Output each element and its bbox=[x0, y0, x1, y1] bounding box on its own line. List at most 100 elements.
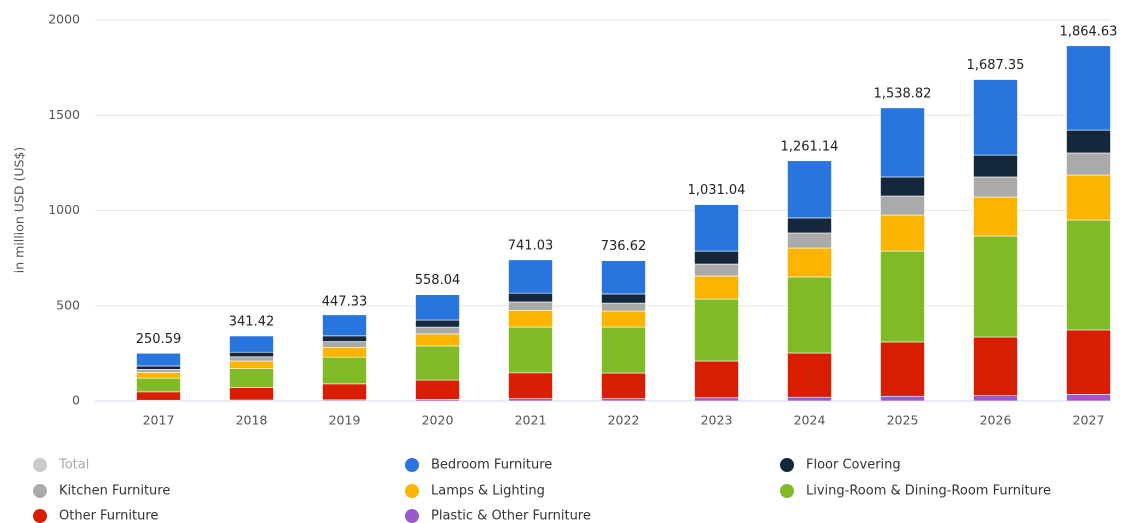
bar-segment bbox=[694, 263, 739, 277]
y-tick-label: 2000 bbox=[48, 12, 80, 27]
bar-segment bbox=[415, 379, 460, 400]
bar-segment bbox=[136, 369, 181, 373]
bar-segment bbox=[601, 372, 646, 400]
bar-segment bbox=[136, 391, 181, 401]
bar-segment bbox=[229, 351, 274, 358]
legend-marker bbox=[780, 484, 794, 498]
bar-segment bbox=[601, 293, 646, 304]
x-tick-label: 2027 bbox=[1073, 413, 1105, 428]
bar-segment bbox=[694, 250, 739, 265]
legend-label: Living-Room & Dining-Room Furniture bbox=[806, 484, 1051, 499]
total-label: 1,261.14 bbox=[781, 139, 839, 154]
total-label: 736.62 bbox=[601, 239, 647, 254]
bar-segment bbox=[880, 195, 925, 216]
bar-segment bbox=[229, 335, 274, 353]
bar-segment bbox=[322, 335, 367, 342]
bar-segment bbox=[601, 398, 646, 402]
x-tick-label: 2021 bbox=[515, 413, 547, 428]
bar-segment bbox=[694, 275, 739, 300]
x-tick-label: 2024 bbox=[794, 413, 826, 428]
bar-segment bbox=[787, 276, 832, 354]
bar-segment bbox=[880, 250, 925, 343]
bar-segment bbox=[415, 294, 460, 321]
legend-label: Lamps & Lighting bbox=[431, 484, 545, 499]
x-tick-label: 2025 bbox=[887, 413, 919, 428]
legend-marker bbox=[405, 484, 419, 498]
bar-segment bbox=[973, 154, 1018, 178]
bar-segment bbox=[973, 196, 1018, 237]
legend-marker bbox=[33, 484, 47, 498]
legend-label: Other Furniture bbox=[59, 509, 158, 523]
bar-segment bbox=[1066, 394, 1111, 402]
legend-label: Total bbox=[58, 458, 89, 473]
bar-segment bbox=[508, 372, 553, 400]
bar-segment bbox=[136, 352, 181, 367]
y-tick-label: 0 bbox=[72, 393, 80, 408]
total-label: 447.33 bbox=[322, 294, 368, 309]
total-label: 250.59 bbox=[136, 332, 182, 347]
y-tick-label: 1500 bbox=[48, 107, 80, 122]
y-tick-label: 1000 bbox=[48, 202, 80, 217]
bar-segment bbox=[229, 368, 274, 388]
total-label: 341.42 bbox=[229, 314, 275, 329]
bar-segment bbox=[787, 352, 832, 398]
bar-segment bbox=[787, 217, 832, 234]
bar-segment bbox=[1066, 129, 1111, 154]
x-tick-label: 2017 bbox=[143, 413, 175, 428]
legend-marker bbox=[780, 458, 794, 472]
bar-segment bbox=[1066, 152, 1111, 176]
bar-segment bbox=[229, 387, 274, 401]
total-label: 1,864.63 bbox=[1060, 24, 1118, 39]
x-tick-label: 2019 bbox=[329, 413, 361, 428]
bar-segment bbox=[601, 302, 646, 312]
bar-segment bbox=[787, 396, 832, 402]
bar-segment bbox=[415, 345, 460, 381]
bar-segment bbox=[229, 360, 274, 369]
total-label: 558.04 bbox=[415, 273, 461, 288]
bar-segment bbox=[694, 360, 739, 399]
bar-segment bbox=[880, 107, 925, 178]
legend-marker bbox=[33, 509, 47, 523]
bar-segment bbox=[973, 235, 1018, 338]
bar-segment bbox=[322, 346, 367, 358]
bar-segment bbox=[694, 204, 739, 252]
bar-segment bbox=[508, 259, 553, 294]
bar-segment bbox=[322, 314, 367, 337]
bar-segment bbox=[136, 365, 181, 370]
x-tick-label: 2020 bbox=[422, 413, 454, 428]
bar-segment bbox=[415, 333, 460, 347]
legend-marker bbox=[33, 458, 47, 472]
legend-label: Plastic & Other Furniture bbox=[431, 509, 591, 523]
bar-segment bbox=[136, 372, 181, 379]
bar-segment bbox=[973, 176, 1018, 198]
bar-segment bbox=[601, 260, 646, 295]
total-label: 1,538.82 bbox=[874, 86, 932, 101]
bar-segment bbox=[973, 79, 1018, 156]
bar-segment bbox=[415, 326, 460, 335]
bar-segment bbox=[1066, 219, 1111, 331]
y-axis-label: in million USD (US$) bbox=[12, 147, 27, 273]
bar-segment bbox=[508, 292, 553, 303]
bar-segment bbox=[694, 397, 739, 402]
y-tick-label: 500 bbox=[56, 297, 80, 312]
bar-segment bbox=[601, 326, 646, 374]
bar-segment bbox=[136, 377, 181, 393]
x-tick-label: 2023 bbox=[701, 413, 733, 428]
bar-segment bbox=[787, 232, 832, 249]
legend-label: Kitchen Furniture bbox=[59, 484, 170, 499]
legend-marker bbox=[405, 509, 419, 523]
bar-segment bbox=[508, 398, 553, 402]
total-label: 741.03 bbox=[508, 238, 554, 253]
legend-label: Floor Covering bbox=[806, 458, 901, 473]
total-label: 1,031.04 bbox=[688, 183, 746, 198]
bar-segment bbox=[229, 356, 274, 362]
legend-marker bbox=[405, 458, 419, 472]
bar-segment bbox=[787, 160, 832, 219]
bar-segment bbox=[508, 310, 553, 328]
bar-segment bbox=[322, 341, 367, 348]
bar-segment bbox=[601, 310, 646, 328]
bar-segment bbox=[694, 298, 739, 362]
bar-segment bbox=[880, 176, 925, 197]
bar-segment bbox=[787, 247, 832, 278]
bar-segment bbox=[322, 356, 367, 385]
